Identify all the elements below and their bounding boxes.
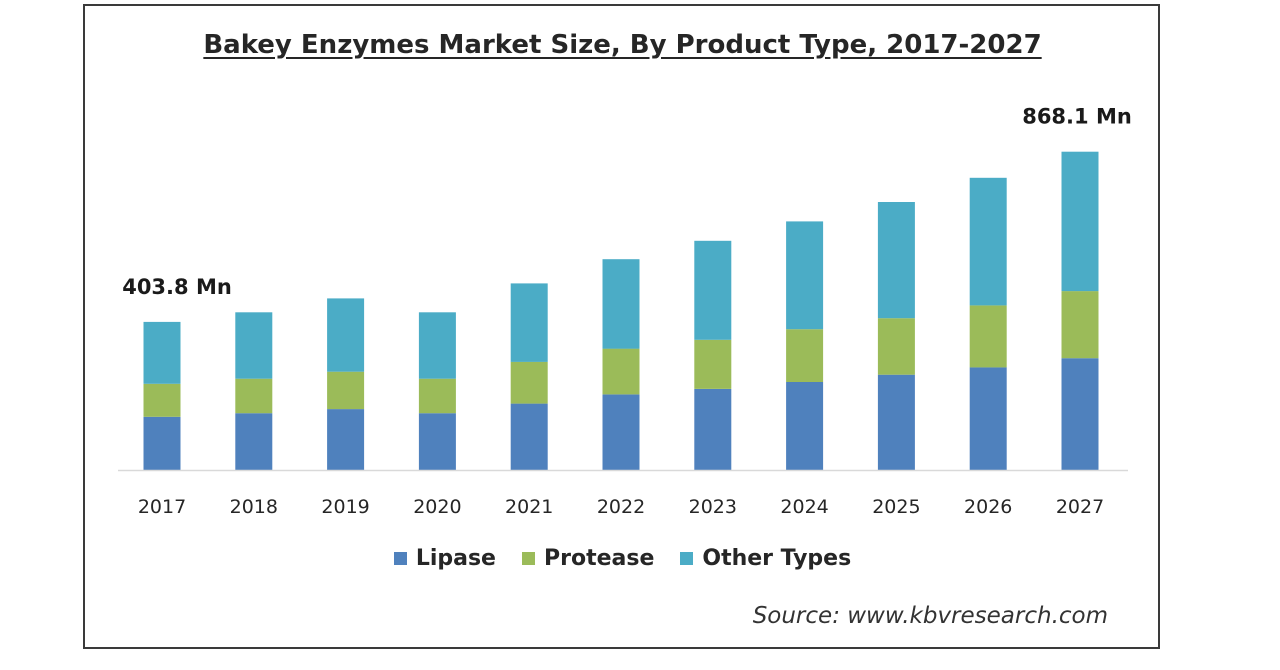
bar-lipase-2024 bbox=[786, 382, 824, 470]
bar-other-types-2026 bbox=[969, 177, 1007, 306]
bar-lipase-2019 bbox=[327, 409, 365, 470]
bar-protease-2018 bbox=[235, 378, 273, 414]
bar-other-types-2022 bbox=[602, 259, 640, 349]
bar-other-types-2024 bbox=[786, 221, 824, 330]
bar-other-types-2020 bbox=[418, 312, 456, 379]
x-tick-label-2023: 2023 bbox=[689, 496, 737, 518]
legend-swatch bbox=[521, 552, 535, 565]
legend: Lipase Protease Other Types bbox=[0, 546, 1245, 571]
bar-protease-2026 bbox=[969, 305, 1007, 368]
bar-lipase-2018 bbox=[235, 413, 273, 470]
bar-lipase-2017 bbox=[143, 416, 181, 470]
x-tick-label-2024: 2024 bbox=[780, 496, 828, 518]
bars-layer bbox=[143, 151, 1099, 470]
x-tick-label-2018: 2018 bbox=[230, 496, 278, 518]
chart-title: Bakey Enzymes Market Size, By Product Ty… bbox=[203, 30, 1042, 60]
x-tick-label-2020: 2020 bbox=[413, 496, 461, 518]
bar-other-types-2018 bbox=[235, 312, 273, 379]
bar-other-types-2017 bbox=[143, 321, 181, 384]
legend-item-lipase: Lipase bbox=[393, 546, 496, 571]
bar-protease-2021 bbox=[510, 361, 548, 404]
x-tick-label-2022: 2022 bbox=[597, 496, 645, 518]
x-tick-label-2017: 2017 bbox=[138, 496, 186, 518]
x-tick-labels: 2017 2018 2019 2020 2021 2022 2023 2024 2025 2026… bbox=[138, 496, 1104, 518]
legend-label: Protease bbox=[543, 546, 655, 571]
annotation-2017: 403.8 Mn bbox=[122, 275, 232, 299]
x-tick-label-2027: 2027 bbox=[1056, 496, 1104, 518]
x-tick-label-2026: 2026 bbox=[964, 496, 1012, 518]
bar-protease-2025 bbox=[877, 318, 915, 375]
legend-label: Lipase bbox=[415, 546, 496, 571]
bar-protease-2023 bbox=[694, 339, 732, 389]
bar-protease-2027 bbox=[1061, 291, 1099, 359]
bar-other-types-2019 bbox=[327, 298, 365, 372]
x-tick-label-2021: 2021 bbox=[505, 496, 553, 518]
legend-swatch bbox=[680, 552, 694, 565]
bar-other-types-2023 bbox=[694, 240, 732, 340]
bar-lipase-2025 bbox=[877, 374, 915, 470]
bar-protease-2020 bbox=[418, 378, 456, 414]
legend-item-other-types: Other Types bbox=[680, 546, 851, 571]
bar-protease-2024 bbox=[786, 329, 824, 382]
bar-protease-2022 bbox=[602, 348, 640, 395]
source-note: Source: www.kbvresearch.com bbox=[752, 603, 1108, 629]
x-tick-label-2025: 2025 bbox=[872, 496, 920, 518]
bar-lipase-2027 bbox=[1061, 358, 1099, 470]
bar-lipase-2020 bbox=[418, 413, 456, 470]
legend-swatch bbox=[393, 552, 407, 565]
x-tick-label-2019: 2019 bbox=[321, 496, 369, 518]
bar-protease-2019 bbox=[327, 371, 365, 410]
bar-lipase-2022 bbox=[602, 394, 640, 470]
legend-item-protease: Protease bbox=[521, 546, 655, 571]
bar-lipase-2023 bbox=[694, 389, 732, 470]
legend-label: Other Types bbox=[702, 546, 852, 571]
annotation-2027: 868.1 Mn bbox=[1022, 105, 1132, 129]
bar-protease-2017 bbox=[143, 383, 181, 417]
bar-lipase-2026 bbox=[969, 367, 1007, 470]
bar-other-types-2027 bbox=[1061, 151, 1099, 292]
bar-other-types-2021 bbox=[510, 283, 548, 362]
bar-annotations: 403.8 Mn 868.1 Mn bbox=[122, 105, 1132, 299]
bar-lipase-2021 bbox=[510, 403, 548, 470]
bar-other-types-2025 bbox=[877, 202, 915, 319]
